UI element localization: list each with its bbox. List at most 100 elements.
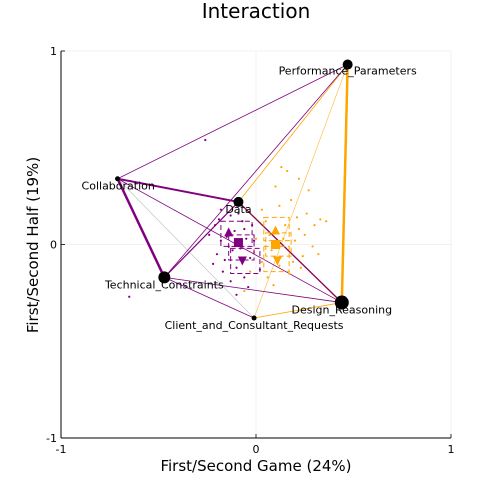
orange-point <box>264 220 267 223</box>
node-label: Collaboration <box>82 180 155 193</box>
purple-point <box>219 208 222 211</box>
orange-edge <box>340 63 349 304</box>
orange-point <box>313 224 316 227</box>
node-client_and_consultant_requests <box>251 315 257 321</box>
orange-point <box>278 264 281 267</box>
grid <box>60 50 452 439</box>
purple-edge <box>237 201 343 304</box>
x-tick-label: -1 <box>56 443 67 456</box>
orange-point <box>266 276 269 279</box>
orange-triangle-down-marker <box>272 256 282 266</box>
orange-point <box>270 249 273 252</box>
grey-edge <box>117 178 255 319</box>
purple-point <box>243 227 246 231</box>
node-label: Technical_Constraints <box>104 278 224 291</box>
points <box>128 138 328 298</box>
orange-point <box>243 289 246 293</box>
purple-edge <box>117 178 343 303</box>
orange-edge <box>238 64 349 203</box>
orange-point <box>307 189 310 192</box>
orange-point <box>297 227 300 231</box>
orange-point <box>319 218 322 221</box>
x-tick-label: 0 <box>253 443 260 456</box>
purple-point <box>128 295 131 298</box>
orange-point <box>290 198 293 202</box>
purple-point <box>231 249 234 252</box>
group-markers <box>224 225 282 266</box>
node-technical_constraints <box>158 271 171 284</box>
purple-edge <box>116 177 240 203</box>
purple-edge <box>163 276 255 319</box>
x-tick-label: 1 <box>448 443 455 456</box>
orange-confidence-box <box>263 216 290 242</box>
purple-edge <box>117 64 349 180</box>
orange-point <box>260 208 263 211</box>
orange-point <box>317 253 320 256</box>
y-axis-label: First/Second Half (19%) <box>24 157 42 333</box>
purple-point <box>252 239 256 242</box>
orange-point <box>249 270 252 273</box>
node-design_reasoning <box>334 295 349 310</box>
purple-point <box>215 253 219 256</box>
orange-point <box>280 166 283 169</box>
orange-point <box>295 216 299 219</box>
purple-edge <box>163 201 240 278</box>
orange-point <box>274 185 277 188</box>
purple-confidence-box <box>230 247 261 275</box>
purple-point <box>245 237 248 240</box>
purple-point <box>208 233 211 236</box>
purple-edge <box>116 177 166 279</box>
node-label: Performance_Parameters <box>279 65 417 78</box>
purple-edge <box>163 276 343 303</box>
purple-point <box>235 266 238 269</box>
purple-triangle-down-marker <box>237 256 247 266</box>
orange-edge <box>253 302 343 319</box>
purple-confidence-box <box>220 220 253 247</box>
orange-square-marker <box>271 240 280 249</box>
orange-point <box>284 224 287 227</box>
purple-square-marker <box>233 238 243 248</box>
orange-triangle-up-marker <box>271 225 280 235</box>
y-tick-label: -1 <box>46 432 57 445</box>
orange-point <box>282 237 285 240</box>
orange-point <box>301 255 304 258</box>
orange-point <box>254 237 258 240</box>
purple-point <box>235 293 238 296</box>
node-data <box>233 196 244 207</box>
purple-point <box>229 214 232 217</box>
x-axis-label: First/Second Game (24%) <box>160 457 351 475</box>
purple-point <box>204 138 207 142</box>
purple-point <box>233 229 236 233</box>
edges <box>116 63 349 319</box>
orange-point <box>311 245 314 248</box>
node-collaboration <box>115 176 121 182</box>
purple-point <box>221 270 224 273</box>
tick-labels: -1 0 1 -1 0 1 <box>46 45 454 456</box>
orange-point <box>286 169 289 173</box>
chart-title: Interaction <box>202 0 311 23</box>
purple-point <box>219 239 222 242</box>
purple-point <box>229 280 232 283</box>
purple-point <box>223 258 226 262</box>
orange-point <box>278 204 281 207</box>
orange-point <box>260 260 263 264</box>
orange-point <box>325 220 328 223</box>
orange-point <box>303 233 306 236</box>
orange-point <box>293 239 297 242</box>
orange-point <box>291 260 295 264</box>
purple-edge <box>163 64 349 278</box>
purple-point <box>247 285 250 289</box>
purple-point <box>241 220 244 223</box>
nodes: Performance_Parameters Collaboration Data T… <box>82 59 417 332</box>
orange-point <box>299 266 302 269</box>
purple-point <box>212 262 215 265</box>
node-label: Client_and_Consultant_Requests <box>165 319 344 332</box>
orange-point <box>272 284 275 287</box>
orange-point <box>268 233 271 236</box>
y-tick-label: 0 <box>50 239 57 252</box>
node-performance_parameters <box>342 59 353 70</box>
orange-point <box>288 272 291 275</box>
purple-point <box>237 212 240 215</box>
